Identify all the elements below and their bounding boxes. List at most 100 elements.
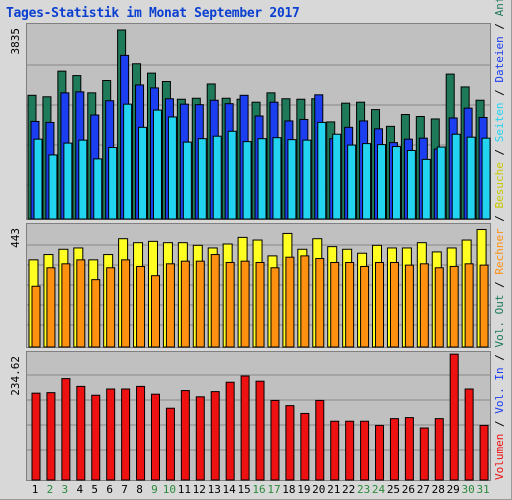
x-tick-label: 11 bbox=[178, 483, 191, 496]
volumen-bar bbox=[240, 375, 250, 481]
rechner-bar bbox=[136, 265, 146, 348]
legend-entry: / bbox=[493, 83, 506, 103]
y-max-label: 234.62 bbox=[9, 356, 22, 396]
seiten-bar bbox=[332, 133, 342, 220]
seiten-bar bbox=[167, 116, 177, 220]
rechner-bar bbox=[419, 263, 429, 348]
seiten-bar bbox=[212, 135, 222, 220]
volumen-bar bbox=[345, 420, 355, 481]
volumen-bar bbox=[195, 396, 205, 481]
x-tick-label: 25 bbox=[387, 483, 400, 496]
x-tick-label: 21 bbox=[327, 483, 340, 496]
volumen-bar bbox=[255, 380, 265, 481]
volumen-bar bbox=[285, 405, 295, 481]
rechner-bar bbox=[360, 265, 370, 348]
legend-entry: Seiten bbox=[493, 102, 506, 142]
x-tick-label: 14 bbox=[223, 483, 237, 496]
volumen-bar bbox=[404, 417, 414, 481]
rechner-bar bbox=[106, 267, 116, 348]
x-tick-label: 12 bbox=[193, 483, 206, 496]
x-tick-label: 15 bbox=[237, 483, 250, 496]
legend-entry: Vol. Out bbox=[493, 295, 506, 348]
volumen-bar bbox=[91, 394, 101, 481]
rechner-bar bbox=[225, 261, 235, 348]
rechner-bar bbox=[345, 261, 355, 348]
rechner-bar bbox=[434, 267, 444, 348]
rechner-bar bbox=[375, 261, 385, 348]
seiten-bar bbox=[347, 144, 357, 220]
rechner-bar bbox=[255, 261, 265, 348]
seiten-bar bbox=[242, 141, 252, 220]
volumen-bar bbox=[76, 385, 86, 481]
rechner-bar bbox=[464, 263, 474, 348]
volumen-bar bbox=[46, 392, 56, 481]
legend-entry: Vol. In bbox=[493, 367, 506, 413]
rechner-bar bbox=[479, 264, 489, 348]
volumen-bar bbox=[360, 420, 370, 481]
volumen-bar bbox=[136, 385, 146, 481]
rechner-bar bbox=[330, 261, 340, 348]
rechner-bar bbox=[31, 285, 41, 348]
rechner-bar bbox=[210, 254, 220, 348]
x-tick-label: 26 bbox=[402, 483, 415, 496]
x-tick-label: 9 bbox=[151, 483, 158, 496]
rechner-bar bbox=[404, 264, 414, 348]
seiten-bar bbox=[257, 138, 267, 220]
volumen-bar bbox=[449, 353, 459, 481]
seiten-bar bbox=[197, 138, 207, 220]
seiten-bar bbox=[108, 147, 118, 220]
volumen-bar bbox=[434, 418, 444, 481]
volumen-bar bbox=[180, 390, 190, 481]
seiten-bar bbox=[152, 109, 162, 220]
volumen-bar bbox=[389, 418, 399, 481]
seiten-bar bbox=[48, 154, 58, 220]
seiten-bar bbox=[377, 144, 387, 220]
rechner-bar bbox=[449, 265, 459, 348]
x-tick-label: 1 bbox=[32, 483, 39, 496]
seiten-bar bbox=[272, 137, 282, 220]
rechner-bar bbox=[389, 261, 399, 348]
seiten-bar bbox=[391, 146, 401, 220]
legend-entry: / bbox=[493, 142, 506, 162]
x-tick-label: 5 bbox=[91, 483, 98, 496]
x-tick-label: 28 bbox=[432, 483, 445, 496]
volumen-bar bbox=[479, 424, 489, 481]
seiten-bar bbox=[436, 146, 446, 220]
seiten-bar bbox=[466, 136, 476, 220]
rechner-bar bbox=[195, 260, 205, 348]
legend-entry: / bbox=[493, 348, 506, 368]
rechner-bar bbox=[46, 267, 56, 348]
x-tick-label: 22 bbox=[342, 483, 355, 496]
x-tick-label: 23 bbox=[357, 483, 370, 496]
legend-entry: / bbox=[493, 16, 506, 36]
rechner-bar bbox=[285, 256, 295, 348]
x-tick-label: 19 bbox=[297, 483, 310, 496]
legend-entry: Anfragen bbox=[493, 0, 506, 16]
volumen-bar bbox=[300, 412, 310, 481]
seiten-bar bbox=[406, 149, 416, 220]
volumen-bar bbox=[419, 427, 429, 481]
x-tick-label: 18 bbox=[282, 483, 295, 496]
seiten-bar bbox=[182, 141, 192, 220]
x-tick-label: 30 bbox=[462, 483, 475, 496]
x-tick-label: 17 bbox=[267, 483, 280, 496]
legend-entry: / bbox=[493, 414, 506, 434]
rechner-bar bbox=[180, 260, 190, 348]
x-tick-label: 20 bbox=[312, 483, 325, 496]
x-tick-label: 24 bbox=[372, 483, 386, 496]
x-tick-label: 16 bbox=[252, 483, 265, 496]
volumen-bar bbox=[375, 424, 385, 481]
x-tick-label: 13 bbox=[208, 483, 221, 496]
seiten-bar bbox=[451, 133, 461, 220]
rechner-bar bbox=[300, 255, 310, 348]
volumen-bar bbox=[150, 393, 160, 481]
seiten-bar bbox=[421, 158, 431, 220]
legend-entry: / bbox=[493, 275, 506, 295]
seiten-bar bbox=[93, 158, 103, 220]
legend-entry: Dateien bbox=[493, 36, 506, 82]
rechner-bar bbox=[150, 275, 160, 348]
volumen-bar bbox=[330, 420, 340, 481]
rechner-bar bbox=[61, 263, 71, 348]
